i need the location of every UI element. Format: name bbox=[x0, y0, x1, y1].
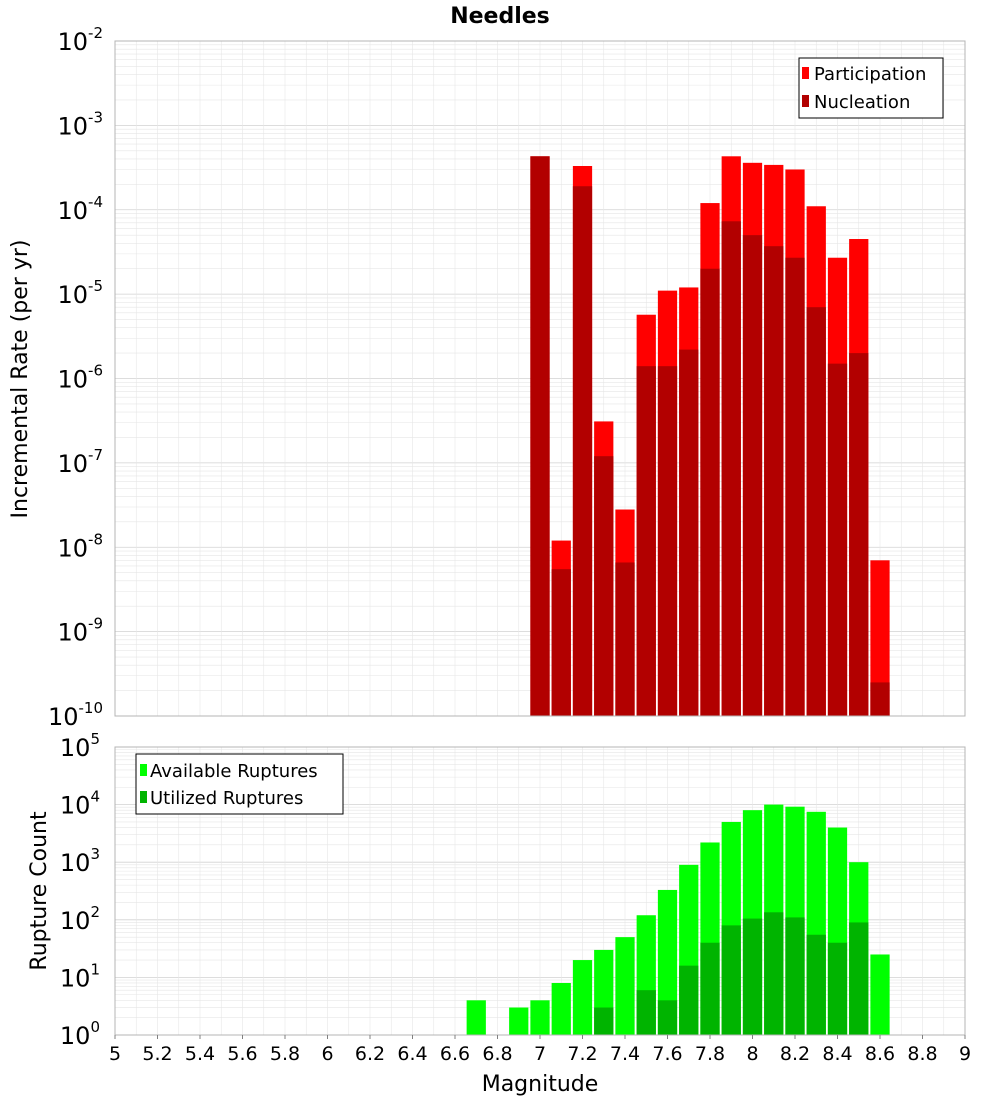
rupture-y-tick-label: 102 bbox=[60, 903, 100, 935]
rate-y-tick-label: 10-3 bbox=[57, 108, 103, 140]
x-tick-label: 6.8 bbox=[482, 1043, 512, 1065]
x-tick-label: 5.2 bbox=[142, 1043, 172, 1065]
x-tick-label: 8.2 bbox=[780, 1043, 810, 1065]
rupture-bar bbox=[870, 954, 890, 1035]
x-tick-label: 5.8 bbox=[270, 1043, 300, 1065]
rupture-bar bbox=[594, 1007, 614, 1035]
rate-bar bbox=[594, 456, 614, 716]
x-tick-label: 6.6 bbox=[440, 1043, 470, 1065]
x-tick-label: 7.8 bbox=[695, 1043, 725, 1065]
rate-bar bbox=[721, 221, 741, 716]
rate-bar bbox=[572, 186, 593, 716]
legend-label-participation: Participation bbox=[814, 64, 926, 85]
rate-bar bbox=[785, 257, 805, 716]
rupture-bar bbox=[615, 937, 635, 1035]
x-tick-label: 5 bbox=[109, 1043, 121, 1065]
rate-y-tick-label: 10-8 bbox=[57, 530, 103, 562]
x-tick-label: 8.8 bbox=[907, 1043, 937, 1065]
x-tick-label: 6.2 bbox=[355, 1043, 385, 1065]
legend-swatch-participation bbox=[802, 67, 809, 79]
rate-panel: 10-10 10-9 10-8 10-7 10-6 10-5 10-4 10-3 10-2 bbox=[48, 24, 966, 731]
x-tick-label: 6 bbox=[321, 1043, 333, 1065]
rate-y-ticks: 10-10 10-9 10-8 10-7 10-6 10-5 10-4 10-3 10-2 bbox=[48, 24, 103, 731]
rate-series-nucleation bbox=[530, 156, 890, 717]
rupture-bar bbox=[572, 960, 593, 1035]
rate-bar bbox=[742, 235, 763, 716]
rate-legend: Participation Nucleation bbox=[798, 57, 944, 119]
rate-bar bbox=[870, 560, 890, 716]
rate-y-axis-label: Incremental Rate (per yr) bbox=[8, 240, 33, 519]
rate-y-tick-label: 10-4 bbox=[57, 193, 103, 225]
rupture-bar bbox=[551, 982, 571, 1035]
rupture-bar bbox=[764, 912, 784, 1035]
x-tick-label: 7.2 bbox=[567, 1043, 597, 1065]
rate-bar bbox=[806, 307, 826, 716]
legend-label-utilized: Utilized Ruptures bbox=[150, 788, 303, 809]
rupture-bar bbox=[679, 965, 699, 1035]
rupture-bar bbox=[742, 918, 763, 1035]
rupture-bar bbox=[785, 917, 805, 1035]
rate-bar bbox=[870, 682, 890, 716]
rupture-bar bbox=[509, 1007, 529, 1035]
legend-swatch-utilized bbox=[140, 791, 147, 803]
rate-bar bbox=[657, 366, 678, 716]
rate-bar bbox=[764, 246, 784, 716]
rupture-bar bbox=[806, 934, 826, 1035]
x-tick-label: 9 bbox=[959, 1043, 971, 1065]
rate-y-tick-label: 10-6 bbox=[57, 362, 103, 394]
x-tick-label: 8 bbox=[746, 1043, 758, 1065]
rupture-y-tick-label: 104 bbox=[60, 788, 100, 820]
rupture-bar bbox=[636, 990, 656, 1035]
x-axis-label: Magnitude bbox=[482, 1072, 599, 1097]
legend-label-available: Available Ruptures bbox=[150, 761, 318, 782]
rate-plot-frame bbox=[114, 40, 966, 717]
rupture-y-tick-label: 100 bbox=[60, 1018, 100, 1050]
rate-y-tick-label: 10-9 bbox=[57, 615, 103, 647]
rate-bar bbox=[530, 156, 550, 717]
rate-bar bbox=[551, 569, 571, 716]
x-tick-label: 7.6 bbox=[652, 1043, 682, 1065]
rupture-bar bbox=[721, 925, 741, 1035]
legend-label-nucleation: Nucleation bbox=[814, 92, 910, 113]
legend-swatch-available bbox=[140, 764, 147, 776]
rate-bar bbox=[636, 366, 656, 716]
rate-bar bbox=[615, 562, 635, 716]
rupture-y-tick-label: 103 bbox=[60, 845, 100, 877]
x-tick-label: 8.6 bbox=[865, 1043, 895, 1065]
rupture-y-tick-label: 105 bbox=[60, 730, 100, 762]
rupture-bar bbox=[657, 1000, 678, 1035]
rupture-count-legend: Available Ruptures Utilized Ruptures bbox=[135, 753, 344, 815]
chart-title: Needles bbox=[450, 4, 550, 29]
rupture-legend-box bbox=[135, 753, 344, 815]
rate-legend-box bbox=[798, 57, 944, 119]
rupture-bar bbox=[657, 889, 678, 1035]
x-tick-label: 7 bbox=[534, 1043, 546, 1065]
rate-bar bbox=[700, 268, 720, 716]
x-tick-label: 8.4 bbox=[822, 1043, 852, 1065]
rupture-bar bbox=[530, 1000, 550, 1035]
rupture-bar bbox=[466, 1000, 486, 1035]
rate-y-tick-label: 10-2 bbox=[57, 24, 103, 56]
x-tick-label: 5.4 bbox=[185, 1043, 215, 1065]
rupture-y-ticks: 100 101 102 103 104 105 bbox=[60, 730, 100, 1050]
rupture-count-panel: 100 101 102 103 104 105 5 5.2 5.4 5.6 5.8 6 6.2 6.4 6.… bbox=[60, 730, 971, 1065]
rupture-count-y-axis-label: Rupture Count bbox=[27, 811, 52, 971]
rupture-bar bbox=[827, 942, 848, 1035]
x-tick-label: 5.6 bbox=[227, 1043, 257, 1065]
x-tick-label: 6.4 bbox=[397, 1043, 427, 1065]
rate-bar bbox=[827, 363, 848, 716]
rate-bar bbox=[679, 349, 699, 716]
legend-swatch-nucleation bbox=[802, 95, 809, 107]
rate-y-tick-label: 10-5 bbox=[57, 277, 103, 309]
x-tick-label: 7.4 bbox=[610, 1043, 640, 1065]
rate-y-tick-label: 10-7 bbox=[57, 446, 103, 478]
rupture-bar bbox=[849, 922, 869, 1035]
rate-y-tick-label: 10-10 bbox=[48, 699, 103, 731]
rate-bar bbox=[849, 353, 869, 716]
rupture-y-tick-label: 101 bbox=[60, 960, 100, 992]
rupture-series-utilized-ruptures bbox=[594, 912, 869, 1035]
x-tick-labels: 5 5.2 5.4 5.6 5.8 6 6.2 6.4 6.6 6.8 7 7.2 7.4 7.6 7.8 8… bbox=[109, 1035, 971, 1065]
rupture-bar bbox=[700, 942, 720, 1035]
